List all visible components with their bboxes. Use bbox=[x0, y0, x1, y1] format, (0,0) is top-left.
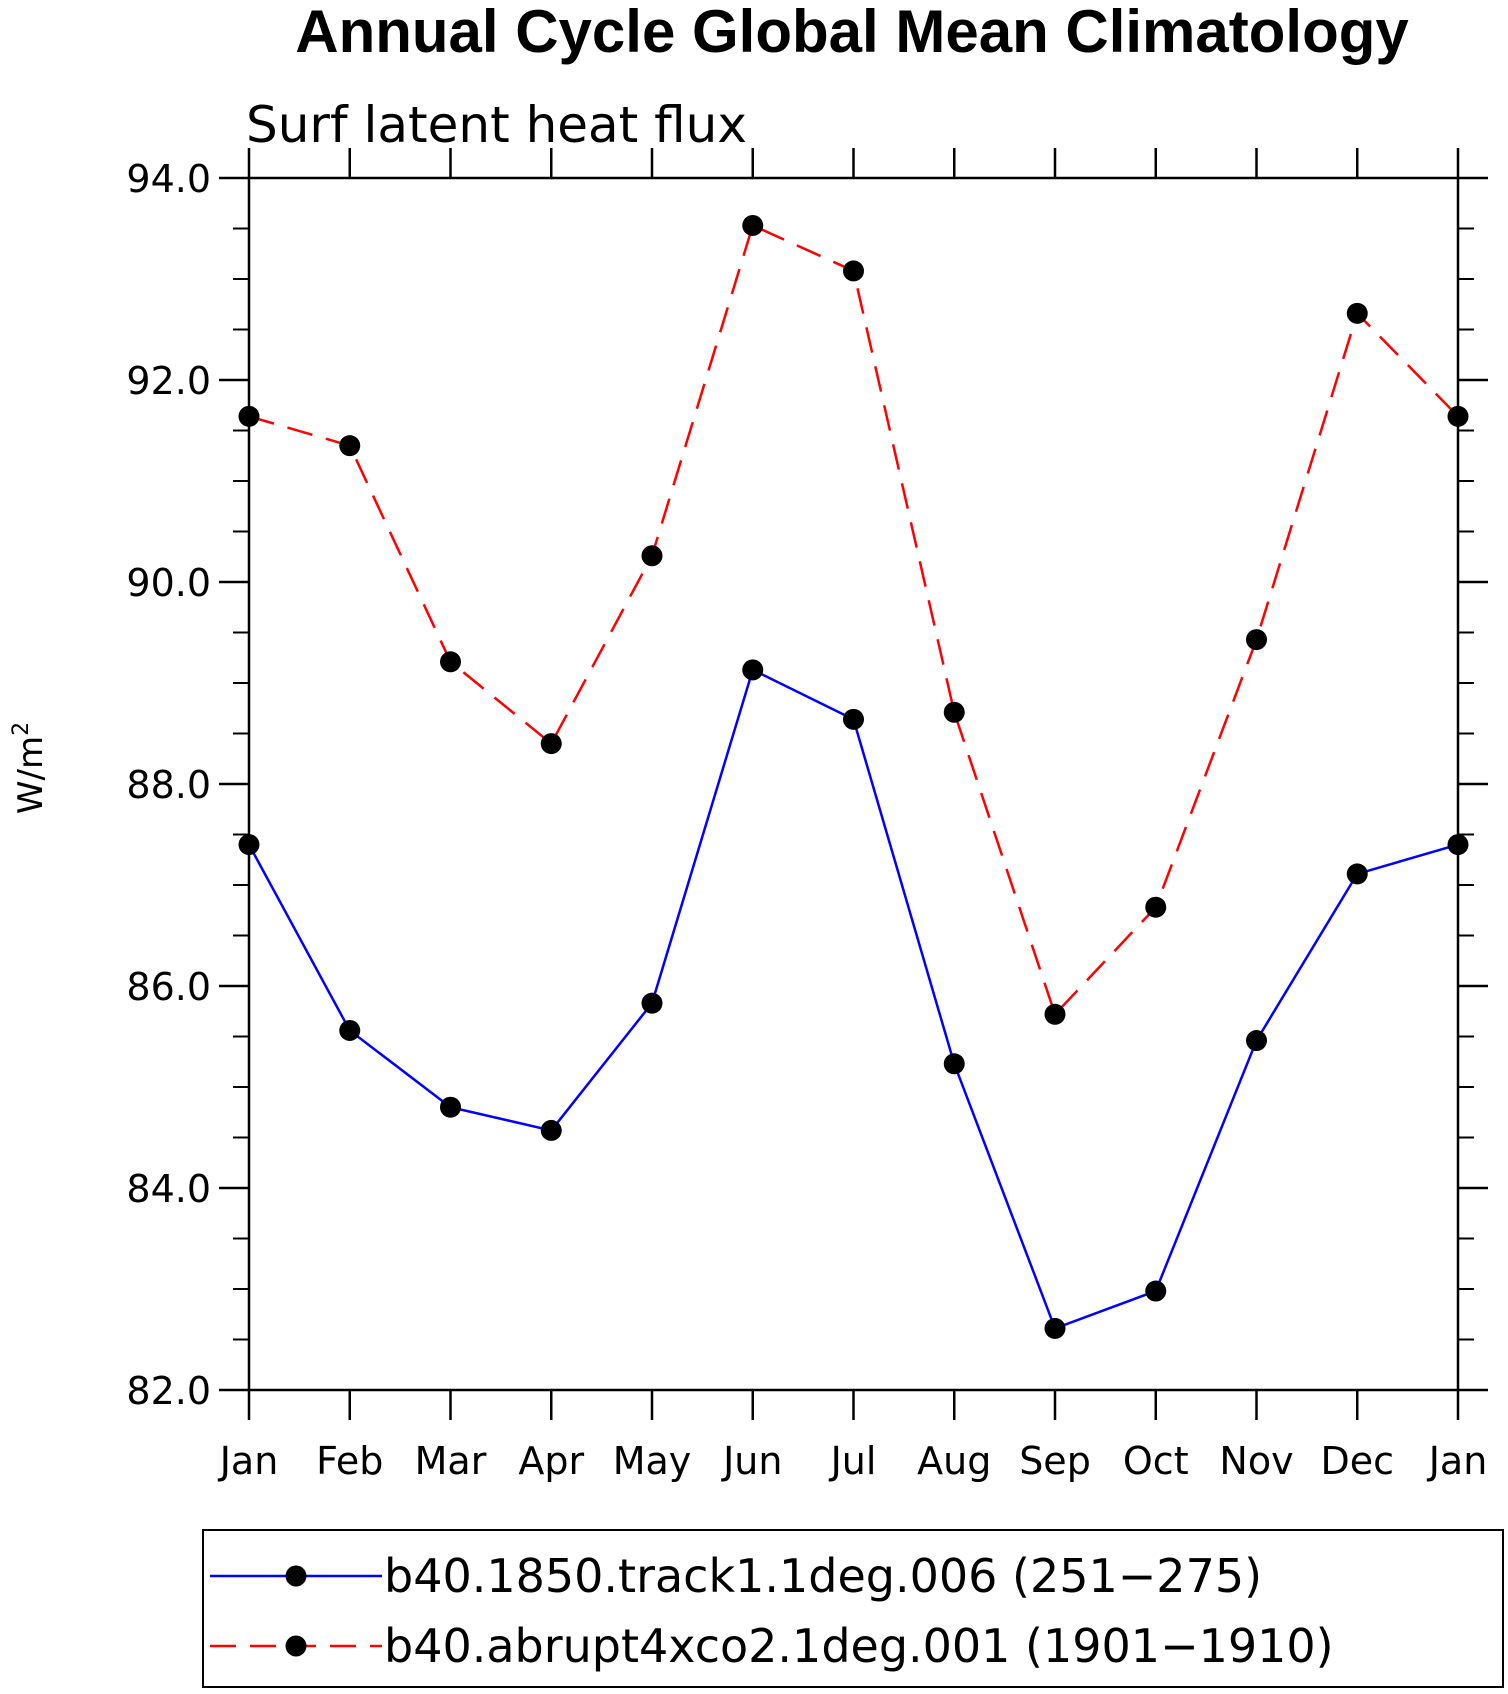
series-1-point bbox=[238, 834, 260, 856]
y-tick-label: 92.0 bbox=[126, 359, 211, 403]
series-2-point bbox=[1447, 405, 1469, 427]
x-tick-label: Apr bbox=[518, 1439, 584, 1483]
x-tick-label: Oct bbox=[1123, 1439, 1189, 1483]
chart-title: Annual Cycle Global Mean Climatology bbox=[295, 0, 1409, 65]
legend-box bbox=[202, 1529, 1504, 1688]
series-1-point bbox=[440, 1096, 461, 1118]
series-1-point bbox=[540, 1119, 562, 1141]
series-1-point bbox=[1346, 863, 1368, 885]
x-tick-labels: Jan Feb Mar Apr May Jun Jul Aug Sep Oct Nov Dec Jan bbox=[218, 1439, 1488, 1483]
series-2-point bbox=[1044, 1003, 1066, 1025]
x-tick-label: Sep bbox=[1019, 1439, 1091, 1483]
series-1-point bbox=[943, 1053, 965, 1075]
legend-label-2: b40.abrupt4xco2.1deg.001 (1901−1910) bbox=[384, 1619, 1334, 1673]
axis-ticks bbox=[219, 148, 1488, 1420]
legend-entries: b40.1850.track1.1deg.006 (251−275) b40.ab… bbox=[210, 1549, 1334, 1673]
series-1-point bbox=[339, 1019, 361, 1041]
series-1-point bbox=[641, 992, 663, 1014]
y-tick-label: 86.0 bbox=[126, 965, 211, 1009]
series-line-1 bbox=[247, 668, 1459, 1330]
plot-frame bbox=[247, 176, 1460, 1392]
series-2-point bbox=[843, 260, 864, 282]
y-tick-label: 94.0 bbox=[126, 157, 211, 201]
legend-label-1: b40.1850.track1.1deg.006 (251−275) bbox=[384, 1549, 1262, 1603]
y-tick-label: 88.0 bbox=[126, 763, 211, 807]
legend: b40.1850.track1.1deg.006 (251−275) b40.ab… bbox=[202, 1529, 1504, 1688]
series-1-point bbox=[742, 659, 764, 681]
legend-marker-1 bbox=[285, 1565, 307, 1587]
y-tick-label: 84.0 bbox=[126, 1167, 211, 1211]
chart-subtitle: Surf latent heat flux bbox=[246, 96, 747, 154]
y-tick-label: 90.0 bbox=[126, 561, 211, 605]
series-1-point bbox=[1145, 1280, 1167, 1302]
y-tick-labels: 82.0 84.0 86.0 88.0 90.0 92.0 94.0 bbox=[126, 157, 211, 1413]
x-tick-label: Jan bbox=[1427, 1439, 1488, 1483]
series-1-point bbox=[1044, 1317, 1066, 1339]
series-2-point bbox=[440, 651, 461, 673]
series-layer bbox=[238, 214, 1469, 1339]
series-2-point bbox=[641, 545, 663, 567]
series-2-point bbox=[1145, 896, 1167, 918]
series-1-point bbox=[1246, 1030, 1267, 1052]
x-tick-label: Mar bbox=[415, 1439, 487, 1483]
series-1-point bbox=[1447, 834, 1469, 856]
x-tick-label: May bbox=[613, 1439, 692, 1483]
x-tick-label: Jul bbox=[829, 1439, 877, 1483]
series-2-point bbox=[540, 733, 562, 755]
series-2-point bbox=[238, 405, 260, 427]
x-tick-label: Jan bbox=[218, 1439, 279, 1483]
series-line-2 bbox=[248, 223, 1459, 1017]
x-tick-label: Dec bbox=[1320, 1439, 1394, 1483]
series-2-point bbox=[943, 701, 965, 723]
y-tick-label: 82.0 bbox=[126, 1369, 211, 1413]
y-axis-label: W/m2 bbox=[9, 722, 51, 814]
x-tick-label: Nov bbox=[1219, 1439, 1293, 1483]
legend-marker-2 bbox=[285, 1635, 307, 1657]
x-tick-label: Aug bbox=[917, 1439, 991, 1483]
x-tick-label: Feb bbox=[316, 1439, 383, 1483]
x-tick-label: Jun bbox=[721, 1439, 782, 1483]
y-axis-label-exponent: 2 bbox=[9, 722, 34, 736]
y-axis-label-unit: W/m bbox=[11, 736, 51, 814]
series-1-point bbox=[843, 708, 864, 730]
series-2-point bbox=[1246, 629, 1267, 651]
series-2-point bbox=[742, 214, 764, 236]
series-2-point bbox=[1346, 302, 1368, 324]
series-2-point bbox=[339, 435, 361, 457]
